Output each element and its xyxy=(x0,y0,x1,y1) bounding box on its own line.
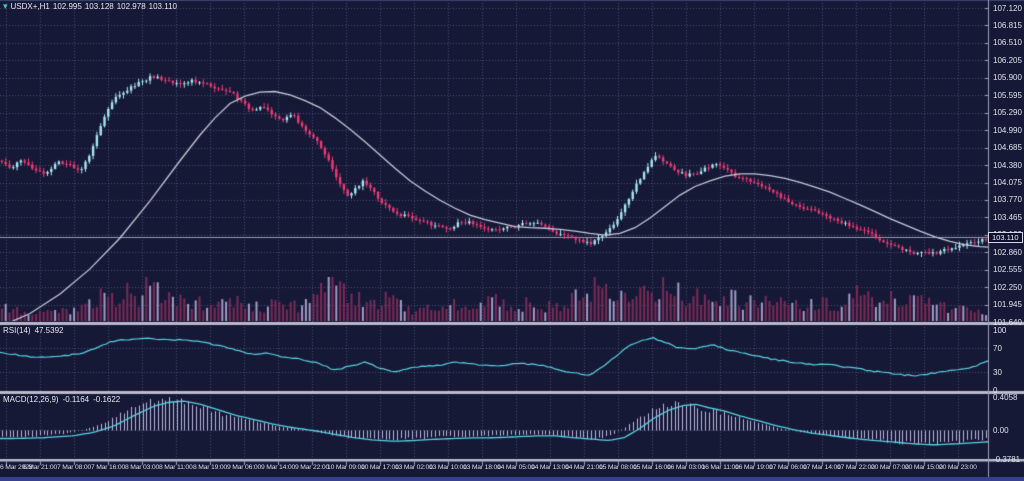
macd-main-value: -0.1164 xyxy=(62,395,90,404)
current-price-tag: 103.110 xyxy=(988,232,1023,243)
time-axis-label: 13 Mar 18:00 xyxy=(463,464,501,471)
ohlc-low: 102.978 xyxy=(116,2,146,11)
price-axis-label: 104.990 xyxy=(993,125,1022,135)
price-axis-label: 102.250 xyxy=(993,282,1022,292)
macd-scale-label: -0.3781 xyxy=(993,455,1021,465)
rsi-scale-label: 100 xyxy=(993,325,1007,335)
rsi-scale-label: 70 xyxy=(993,343,1002,353)
price-axis-label: 104.075 xyxy=(993,178,1022,187)
time-axis-label: 10 Mar 17:00 xyxy=(361,464,399,471)
time-axis-label: 9 Mar 06:00 xyxy=(227,464,262,471)
price-axis-label: 102.860 xyxy=(993,247,1022,257)
time-axis-label: 16 Mar 19:00 xyxy=(735,464,773,471)
ohlc-open: 102.995 xyxy=(52,2,82,11)
time-axis-label: 9 Mar 22:00 xyxy=(295,464,330,471)
time-axis[interactable]: 6 Mar 2023 6 Mar 21:00 7 Mar 08:00 7 Mar 16… xyxy=(0,462,988,477)
time-axis-label: 14 Mar 13:00 xyxy=(531,464,569,471)
macd-signal-value: -0.1622 xyxy=(93,395,121,404)
time-axis-label: 17 Mar 06:00 xyxy=(769,464,807,471)
price-axis-label: 105.290 xyxy=(993,108,1022,118)
time-axis-label: 15 Mar 16:00 xyxy=(633,464,671,471)
price-axis-label: 105.900 xyxy=(993,73,1022,83)
price-axis-label: 107.120 xyxy=(993,3,1022,13)
macd-pane-label: MACD(12,26,9) -0.1164 -0.1622 xyxy=(3,395,124,404)
ohlc-high: 103.128 xyxy=(84,2,114,11)
time-axis-label: 20 Mar 23:00 xyxy=(939,464,977,471)
rsi-pane-label: RSI(14) 47.5392 xyxy=(3,326,67,335)
price-axis-label: 103.465 xyxy=(993,212,1022,222)
time-axis-label: 14 Mar 05:00 xyxy=(497,464,535,471)
current-price-value: 103.110 xyxy=(992,233,1019,242)
price-axis-label: 101.640 xyxy=(993,317,1022,327)
chart-ohlc-header: ▾ USDX+,H1 102.995 103.128 102.978 103.110 xyxy=(3,1,180,12)
time-axis-label: 17 Mar 22:00 xyxy=(837,464,875,471)
time-axis-label: 6 Mar 21:00 xyxy=(23,464,58,471)
rsi-indicator-value: 47.5392 xyxy=(34,326,64,335)
price-axis-label: 104.685 xyxy=(993,143,1022,153)
time-axis-label: 14 Mar 21:00 xyxy=(565,464,603,471)
time-axis-label: 16 Mar 03:00 xyxy=(667,464,705,471)
time-axis-label: 8 Mar 19:00 xyxy=(193,464,228,471)
time-axis-label: 20 Mar 15:00 xyxy=(905,464,943,471)
symbol-icon: ▾ xyxy=(3,1,8,11)
time-axis-label: 13 Mar 02:00 xyxy=(395,464,433,471)
time-axis-label: 8 Mar 11:00 xyxy=(159,464,193,471)
time-axis-label: 16 Mar 11:00 xyxy=(701,464,739,471)
macd-scale-label: 0.4058 xyxy=(993,393,1018,403)
time-axis-label: 10 Mar 09:00 xyxy=(327,464,365,471)
rsi-scale-label: 30 xyxy=(993,367,1002,377)
time-axis-label: 6 Mar 2023 xyxy=(0,464,33,471)
price-axis-label: 106.510 xyxy=(993,38,1022,48)
time-axis-label: 13 Mar 10:00 xyxy=(429,464,467,471)
price-axis-label: 106.205 xyxy=(993,55,1022,65)
time-axis-label: 8 Mar 03:00 xyxy=(125,464,160,471)
rsi-scale-label: 0 xyxy=(993,385,998,395)
price-axis-label: 101.945 xyxy=(993,300,1022,310)
price-axis-label: 105.595 xyxy=(993,90,1022,100)
time-axis-label: 7 Mar 16:00 xyxy=(91,464,126,471)
symbol-timeframe: USDX+,H1 xyxy=(10,2,50,11)
macd-scale-label: 0.00 xyxy=(993,425,1009,435)
price-axis-label: 106.815 xyxy=(993,20,1022,30)
window-bottom-edge xyxy=(0,477,1024,481)
time-axis-label: 20 Mar 07:00 xyxy=(871,464,909,471)
time-axis-label: 17 Mar 14:00 xyxy=(803,464,841,471)
price-axis-label: 103.770 xyxy=(993,195,1022,205)
price-axis-label: 104.380 xyxy=(993,160,1022,170)
ohlc-close: 103.110 xyxy=(148,2,177,11)
time-axis-label: 15 Mar 08:00 xyxy=(599,464,637,471)
price-axis-label: 102.555 xyxy=(993,265,1022,275)
time-axis-label: 9 Mar 14:00 xyxy=(261,464,296,471)
time-axis-label: 7 Mar 08:00 xyxy=(57,464,92,471)
macd-indicator-name: MACD(12,26,9) xyxy=(3,395,59,404)
rsi-indicator-name: RSI(14) xyxy=(3,326,31,335)
